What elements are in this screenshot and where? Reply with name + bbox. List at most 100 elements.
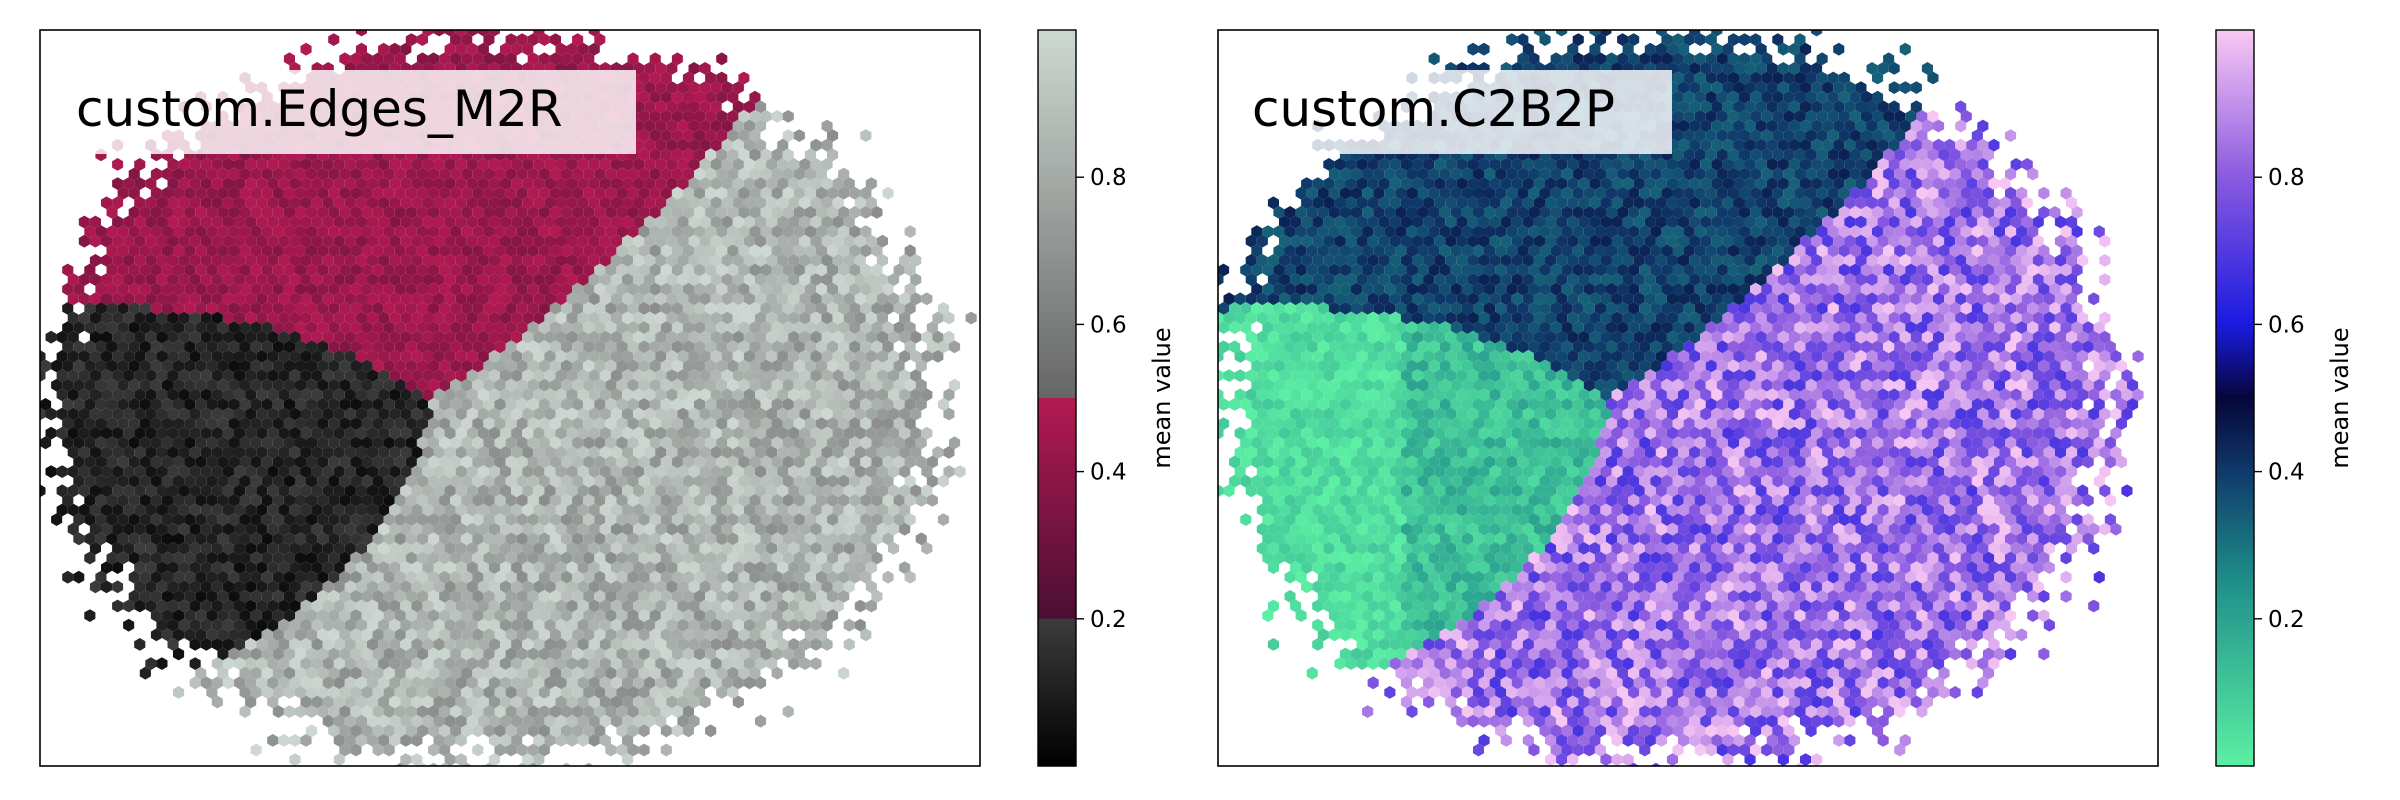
hexbin-cell xyxy=(428,551,440,565)
hexbin-cell xyxy=(572,570,584,584)
hexbin-cell xyxy=(588,292,600,306)
hexbin-cell xyxy=(832,311,844,325)
hexbin-cell xyxy=(184,321,196,334)
hexbin-cell xyxy=(827,148,839,162)
hexbin-cell xyxy=(433,234,445,248)
hexbin-cell xyxy=(666,503,678,517)
hexbin-cell xyxy=(261,321,273,334)
hexbin-cell xyxy=(234,369,246,382)
hexbin-cell xyxy=(300,484,312,498)
hexbin-cell xyxy=(466,446,478,459)
hexbin-cell xyxy=(710,465,722,478)
hexbin-cell xyxy=(444,561,456,574)
hexbin-cell xyxy=(416,609,428,622)
hexbin-cell xyxy=(827,282,839,296)
hexbin-cell xyxy=(433,503,445,517)
hexbin-cell xyxy=(245,542,257,555)
hexbin-cell xyxy=(860,628,872,642)
hexbin-cell xyxy=(649,628,661,642)
hexbin-cell xyxy=(660,302,672,315)
hexbin-cell xyxy=(937,398,949,411)
hexbin-cell xyxy=(89,522,101,536)
hexbin-cell xyxy=(73,321,85,334)
hexbin-cell xyxy=(461,225,473,238)
hexbin-cell xyxy=(228,628,240,642)
hexbin-cell xyxy=(494,609,506,622)
hexbin-cell xyxy=(743,618,755,632)
hexbin-cell xyxy=(450,244,462,258)
hexbin-cell xyxy=(716,244,728,258)
hexbin-cell xyxy=(295,590,306,603)
hexbin-cell xyxy=(300,273,312,286)
hexbin-cell xyxy=(766,426,778,440)
hexbin-cell xyxy=(422,465,434,478)
colorbar-segment xyxy=(1038,294,1076,300)
hexbin-cell xyxy=(67,426,79,440)
hexbin-cell xyxy=(572,551,584,565)
hexbin-cell xyxy=(112,465,124,478)
hexbin-cell xyxy=(256,676,268,690)
hexbin-cell xyxy=(477,542,489,555)
hexbin-cell xyxy=(494,436,506,450)
hexbin-cell xyxy=(666,542,678,555)
colorbar-segment xyxy=(1038,677,1076,682)
hexbin-cell xyxy=(422,446,434,459)
colorbar-segment xyxy=(1038,144,1076,149)
hexbin-cell xyxy=(849,359,861,373)
hexbin-cell xyxy=(344,273,356,286)
hexbin-cell xyxy=(616,302,628,315)
hexbin-cell xyxy=(588,234,600,248)
hexbin-cell xyxy=(428,302,440,315)
hexbin-cell xyxy=(682,474,694,488)
hexbin-cell xyxy=(73,532,85,546)
hexbin-cell xyxy=(289,734,301,747)
hexbin-cell xyxy=(145,465,157,478)
hexbin-cell xyxy=(217,609,229,622)
colorbar-segment xyxy=(1038,324,1076,329)
hexbin-cell xyxy=(84,302,96,315)
hexbin-cell xyxy=(743,350,755,363)
hexbin-cell xyxy=(477,42,489,56)
hexbin-cell xyxy=(572,513,584,526)
hexbin-cell xyxy=(766,177,778,190)
hexbin-cell xyxy=(450,724,462,738)
hexbin-cell xyxy=(245,446,257,459)
hexbin-cell xyxy=(62,436,74,450)
hexbin-cell xyxy=(455,638,467,651)
hexbin-cell xyxy=(500,42,512,56)
hexbin-cell xyxy=(439,52,451,66)
hexbin-cell xyxy=(721,330,733,344)
hexbin-cell xyxy=(561,378,573,392)
hexbin-cell xyxy=(112,426,124,440)
hexbin-cell xyxy=(666,426,678,440)
hexbin-cell xyxy=(527,570,539,584)
hexbin-cell xyxy=(627,686,639,699)
hexbin-cell xyxy=(372,724,384,738)
hexbin-cell xyxy=(322,657,334,670)
hexbin-cell xyxy=(716,186,728,200)
hexbin-cell xyxy=(405,474,417,488)
hexbin-cell xyxy=(355,734,367,747)
hexbin-cell xyxy=(832,330,844,344)
hexbin-cell xyxy=(810,542,822,555)
hexbin-cell xyxy=(599,522,611,536)
hexbin-cell xyxy=(694,302,706,315)
hexbin-cell xyxy=(610,196,622,210)
hexbin-cell xyxy=(638,455,650,469)
hexbin-cell xyxy=(660,378,672,392)
hexbin-cell xyxy=(622,638,634,651)
hexbin-cell xyxy=(671,378,683,392)
hexbin-cell xyxy=(843,542,855,555)
hexbin-cell xyxy=(378,542,390,555)
hexbin-cell xyxy=(533,484,545,498)
hexbin-cell xyxy=(234,618,246,632)
hexbin-cell xyxy=(771,206,783,219)
hexbin-cell xyxy=(522,695,534,709)
hexbin-cell xyxy=(278,177,290,190)
hexbin-cell xyxy=(810,330,822,344)
hexbin-cell xyxy=(655,138,667,152)
hexbin-cell xyxy=(272,282,284,296)
hexbin-cell xyxy=(788,638,800,651)
hexbin-cell xyxy=(588,330,600,344)
colorbar-segment xyxy=(1038,703,1076,708)
